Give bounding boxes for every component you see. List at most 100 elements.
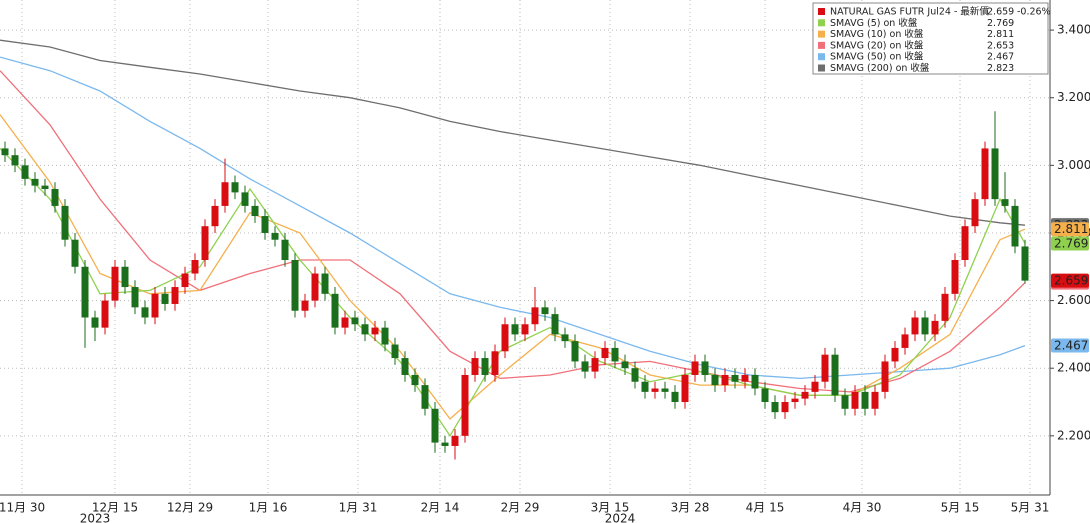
candle-body (11, 155, 19, 166)
candle-body (671, 391, 679, 403)
candle-body (801, 391, 809, 399)
legend-value: 2.823 (987, 63, 1014, 74)
candle-body (911, 317, 919, 335)
legend-label: NATURAL GAS FUTR Jul24 - 最新價 (830, 6, 989, 18)
last-value-box (1051, 273, 1089, 288)
candle-body (831, 354, 839, 396)
candle-body (871, 391, 879, 409)
candle-body (601, 347, 609, 359)
candle-body (221, 182, 229, 206)
legend-swatch (818, 64, 825, 72)
candle-body (401, 358, 409, 375)
x-tick-label: 5月 31 (1011, 501, 1050, 515)
x-tick-label: 4月 30 (843, 501, 882, 515)
candle-body (331, 293, 339, 328)
candle-body (931, 320, 939, 335)
x-tick-label: 2月 14 (421, 501, 460, 515)
year-label: 2024 (605, 512, 636, 523)
candle-body (511, 324, 519, 335)
x-tick-label: 1月 16 (249, 501, 288, 515)
x-tick-label: 11月 30 (0, 501, 45, 515)
candle-body (851, 391, 859, 409)
y-tick-label: 2.200 (1057, 428, 1090, 442)
candle-body (841, 395, 849, 409)
legend-label: SMAVG (10) on 收盤 (830, 28, 924, 40)
ma-line (0, 70, 1026, 393)
candle-body (721, 374, 729, 386)
legend-swatch (818, 19, 825, 27)
candle-body (621, 361, 629, 369)
candle-body (751, 374, 759, 389)
candle-body (181, 273, 189, 288)
candle-body (661, 388, 669, 392)
y-tick-label: 3.200 (1057, 90, 1090, 104)
candle-body (891, 347, 899, 362)
candle-body (281, 239, 289, 261)
candle-body (191, 260, 199, 274)
candle-body (771, 402, 779, 413)
legend-value: 2.467 (987, 52, 1014, 63)
candle-body (411, 374, 419, 386)
last-value-label: 2.769 (1054, 236, 1088, 250)
candle-body (821, 354, 829, 382)
x-tick-label: 3月 15 (591, 501, 630, 515)
legend-change: -0.26% (1017, 7, 1051, 18)
legend-label: SMAVG (5) on 收盤 (830, 17, 918, 29)
candle-body (211, 205, 219, 227)
candle-body (81, 266, 89, 318)
y-tick-label: 3.400 (1057, 23, 1090, 37)
x-tick-label: 1月 31 (339, 501, 378, 515)
ma-line (0, 39, 1026, 226)
candle-body (201, 226, 209, 261)
candle-body (261, 216, 269, 233)
candle-body (491, 351, 499, 375)
candle-body (131, 287, 139, 308)
legend-value: 2.659 (987, 7, 1014, 18)
candle-body (421, 385, 429, 409)
legend-value: 2.769 (987, 18, 1014, 29)
candle-body (961, 226, 969, 261)
y-tick-label: 2.400 (1057, 361, 1090, 375)
candle-body (941, 293, 949, 321)
candle-body (811, 381, 819, 392)
legend-label: SMAVG (20) on 收盤 (830, 39, 924, 51)
candle-body (551, 314, 559, 335)
legend-label: SMAVG (50) on 收盤 (830, 51, 924, 63)
candle-body (441, 442, 449, 446)
candle-body (1011, 205, 1019, 247)
candle-body (171, 287, 179, 304)
candle-body (791, 398, 799, 403)
x-tick-label: 5月 15 (941, 501, 980, 515)
legend-value: 2.653 (987, 40, 1014, 51)
candle-body (561, 334, 569, 342)
candle-body (521, 324, 529, 335)
last-value-label: 2.467 (1054, 339, 1088, 353)
candle-body (321, 273, 329, 294)
candle-body (451, 435, 459, 446)
candle-body (761, 388, 769, 403)
candle-body (431, 408, 439, 443)
legend-box (812, 2, 1049, 75)
candle-body (651, 388, 659, 392)
candle-body (611, 347, 619, 362)
candle-body (591, 358, 599, 372)
candle-body (711, 374, 719, 386)
legend-swatch (818, 53, 825, 61)
year-label: 2023 (80, 512, 111, 523)
candle-body (271, 232, 279, 240)
candle-body (741, 374, 749, 382)
candle-body (51, 189, 59, 206)
legend-swatch (818, 30, 825, 38)
candle-body (981, 148, 989, 200)
candle-body (461, 374, 469, 436)
candle-body (471, 358, 479, 375)
candle-body (641, 381, 649, 392)
candle-body (141, 307, 149, 318)
candle-body (381, 327, 389, 345)
legend-label: SMAVG (200) on 收盤 (830, 62, 930, 74)
candle-body (301, 300, 309, 311)
candle-body (571, 341, 579, 362)
candle-body (861, 391, 869, 409)
